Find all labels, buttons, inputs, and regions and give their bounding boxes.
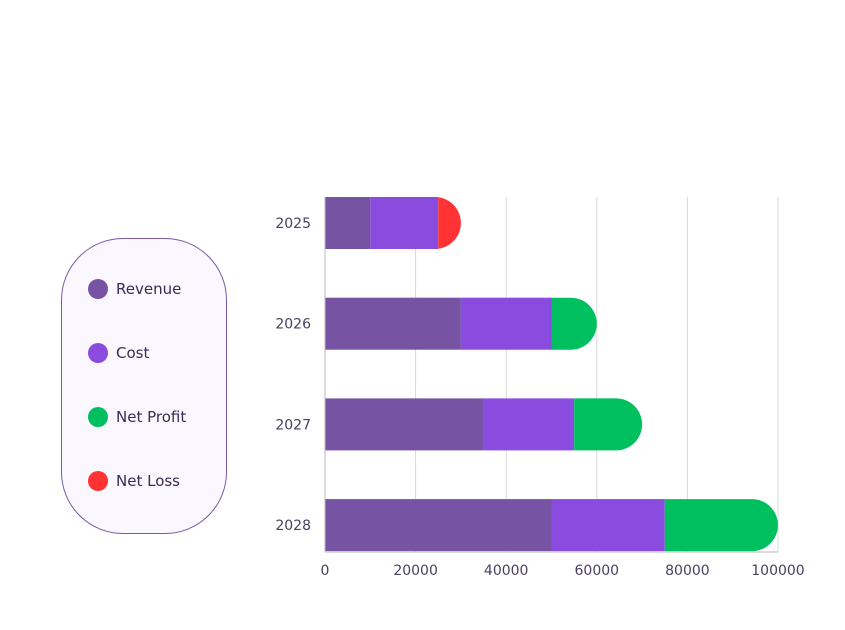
y-tick-label-2025: 2025: [275, 216, 311, 232]
legend-item-net-loss: Net Loss: [88, 471, 180, 491]
bar-2027-net-profit: [574, 398, 643, 451]
bar-2026-revenue: [325, 297, 461, 350]
legend-label-net-loss: Net Loss: [116, 472, 180, 490]
legend-item-revenue: Revenue: [88, 279, 181, 299]
bar-2026-cost: [460, 297, 552, 350]
legend-label-net-profit: Net Profit: [116, 408, 187, 426]
bar-2025-cost: [370, 197, 439, 249]
x-tick-label-60000: 60000: [575, 563, 620, 579]
bar-2028-revenue: [325, 499, 552, 552]
y-tick-label-2026: 2026: [275, 317, 311, 333]
legend-swatch-net-loss: [88, 471, 108, 491]
legend-label-cost: Cost: [116, 344, 150, 362]
bar-2025-net-loss: [434, 197, 461, 249]
x-tick-label-80000: 80000: [665, 563, 710, 579]
bar-2025-revenue: [325, 197, 371, 249]
legend: Revenue Cost Net Profit Net Loss: [61, 238, 227, 534]
y-tick-label-2027: 2027: [275, 417, 311, 433]
legend-swatch-revenue: [88, 279, 108, 299]
bar-2026-net-profit: [551, 297, 597, 350]
x-tick-label-20000: 20000: [393, 563, 438, 579]
y-tick-label-2028: 2028: [275, 518, 311, 534]
x-tick-label-0: 0: [321, 563, 330, 579]
bar-2028-cost: [551, 499, 665, 552]
legend-swatch-net-profit: [88, 407, 108, 427]
bar-2027-cost: [483, 398, 575, 451]
legend-swatch-cost: [88, 343, 108, 363]
legend-item-net-profit: Net Profit: [88, 407, 186, 427]
bar-2027-revenue: [325, 398, 484, 451]
x-tick-label-40000: 40000: [484, 563, 529, 579]
legend-label-revenue: Revenue: [116, 280, 182, 298]
legend-item-cost: Cost: [88, 343, 149, 363]
x-tick-label-100000: 100000: [751, 563, 804, 579]
bar-2028-net-profit: [664, 499, 778, 552]
